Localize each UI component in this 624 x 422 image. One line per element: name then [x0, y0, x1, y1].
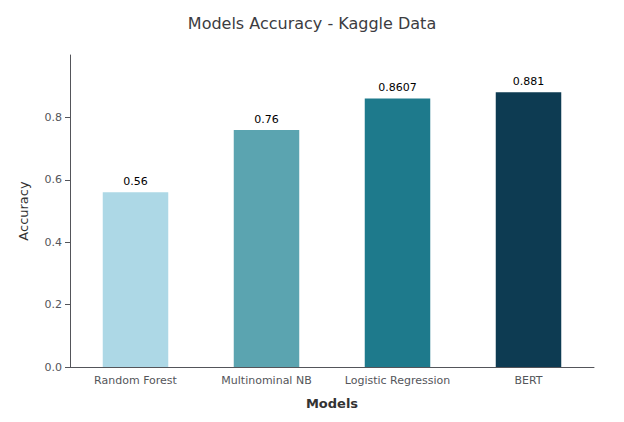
svg-text:Random Forest: Random Forest: [94, 374, 177, 387]
svg-text:0.8: 0.8: [45, 111, 63, 124]
svg-text:0.2: 0.2: [45, 298, 63, 311]
svg-text:BERT: BERT: [514, 374, 542, 387]
svg-text:Models Accuracy - Kaggle Data: Models Accuracy - Kaggle Data: [188, 14, 436, 33]
svg-text:0.8607: 0.8607: [378, 81, 417, 94]
svg-text:0.56: 0.56: [123, 175, 148, 188]
svg-text:0.6: 0.6: [45, 173, 63, 186]
svg-text:0.4: 0.4: [45, 236, 63, 249]
svg-text:Models: Models: [306, 396, 358, 411]
svg-text:Accuracy: Accuracy: [16, 181, 31, 241]
svg-text:Logistic Regression: Logistic Regression: [345, 374, 451, 387]
svg-text:0.76: 0.76: [254, 113, 279, 126]
svg-text:0.881: 0.881: [513, 75, 545, 88]
svg-text:0.0: 0.0: [45, 361, 63, 374]
svg-text:Multinominal NB: Multinominal NB: [221, 374, 311, 387]
